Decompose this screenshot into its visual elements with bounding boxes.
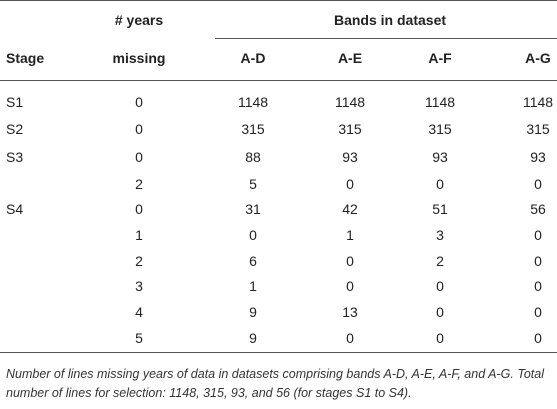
data-cell: 0 (135, 94, 143, 110)
data-cell: 5 (135, 330, 143, 346)
data-cell: 6 (249, 253, 257, 269)
header-cell: A-G (525, 50, 551, 66)
data-cell: 42 (342, 201, 358, 217)
data-cell: 315 (428, 121, 452, 137)
data-cell: 0 (346, 278, 354, 294)
data-cell: 56 (530, 201, 546, 217)
data-cell: 0 (534, 176, 542, 192)
data-cell: 13 (342, 304, 358, 320)
data-cell: 31 (245, 201, 261, 217)
data-cell: 0 (346, 176, 354, 192)
data-cell: 3 (436, 227, 444, 243)
data-cell: 1 (346, 227, 354, 243)
data-cell: 88 (245, 149, 261, 165)
bottom-rule (0, 352, 557, 353)
data-cell: 315 (526, 121, 550, 137)
data-cell: 1148 (334, 94, 366, 110)
data-cell: 0 (135, 121, 143, 137)
header-cell: Stage (6, 50, 45, 66)
top-rule (0, 0, 557, 1)
data-cell: 0 (534, 227, 542, 243)
header-cell: # years (114, 12, 164, 28)
data-cell: 0 (135, 149, 143, 165)
data-cell: 93 (342, 149, 358, 165)
data-cell: 0 (534, 330, 542, 346)
data-cell: 0 (436, 278, 444, 294)
data-cell: 0 (436, 330, 444, 346)
data-cell: 1148 (522, 94, 554, 110)
data-cell: 315 (241, 121, 265, 137)
data-cell: 93 (432, 149, 448, 165)
data-cell: 5 (249, 176, 257, 192)
data-cell: 1148 (424, 94, 456, 110)
data-cell: 1 (249, 278, 257, 294)
group-rule (215, 38, 557, 39)
stage-cell: S4 (6, 201, 24, 217)
data-cell: 2 (436, 253, 444, 269)
data-cell: 2 (135, 253, 143, 269)
data-cell: 0 (534, 253, 542, 269)
data-cell: 0 (249, 227, 257, 243)
data-cell: 0 (346, 330, 354, 346)
data-cell: 2 (135, 176, 143, 192)
data-cell: 1 (135, 227, 143, 243)
data-cell: 1148 (237, 94, 269, 110)
stage-cell: S2 (6, 121, 24, 137)
data-cell: 315 (338, 121, 362, 137)
header-cell: A-E (337, 50, 363, 66)
data-cell: 4 (135, 304, 143, 320)
header-cell: A-F (428, 50, 452, 66)
header-cell: missing (112, 50, 166, 66)
data-cell: 0 (135, 201, 143, 217)
caption: Number of lines missing years of data in… (6, 367, 544, 400)
header-cell: A-D (240, 50, 266, 66)
stage-cell: S1 (6, 94, 24, 110)
data-cell: 0 (534, 278, 542, 294)
stage-cell: S3 (6, 149, 24, 165)
data-cell: 0 (534, 304, 542, 320)
data-cell: 3 (135, 278, 143, 294)
data-cell: 0 (436, 304, 444, 320)
data-cell: 93 (530, 149, 546, 165)
data-cell: 51 (432, 201, 448, 217)
data-cell: 9 (249, 304, 257, 320)
header-rule (0, 80, 557, 81)
data-cell: 9 (249, 330, 257, 346)
header-group: Bands in dataset (333, 12, 447, 28)
data-cell: 0 (436, 176, 444, 192)
data-cell: 0 (346, 253, 354, 269)
